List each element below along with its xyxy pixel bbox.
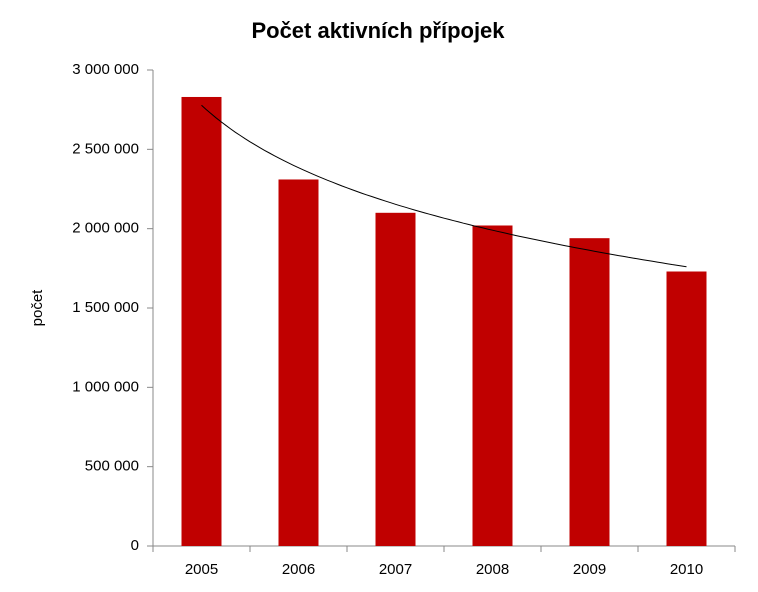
trendline: [201, 104, 687, 268]
x-tick-label: 2008: [476, 561, 509, 578]
chart-title: Počet aktivních přípojek: [251, 18, 505, 43]
y-tick-label: 1 000 000: [72, 378, 139, 395]
bar: [278, 179, 319, 547]
bar: [375, 212, 416, 547]
bar: [472, 225, 513, 546]
bar: [569, 238, 610, 547]
bar: [666, 271, 707, 546]
x-tick-label: 2007: [379, 561, 412, 578]
y-tick-label: 2 000 000: [72, 220, 139, 237]
y-axis-label: počet: [29, 289, 46, 327]
y-tick-label: 3 000 000: [72, 61, 139, 78]
x-tick-label: 2005: [185, 561, 218, 578]
bar: [181, 96, 222, 547]
x-tick-label: 2006: [282, 561, 315, 578]
x-tick-label: 2010: [670, 561, 703, 578]
y-tick-label: 500 000: [85, 458, 139, 475]
y-tick-label: 0: [131, 537, 139, 554]
y-tick-label: 2 500 000: [72, 140, 139, 157]
y-tick-label: 1 500 000: [72, 299, 139, 316]
x-tick-label: 2009: [573, 561, 606, 578]
